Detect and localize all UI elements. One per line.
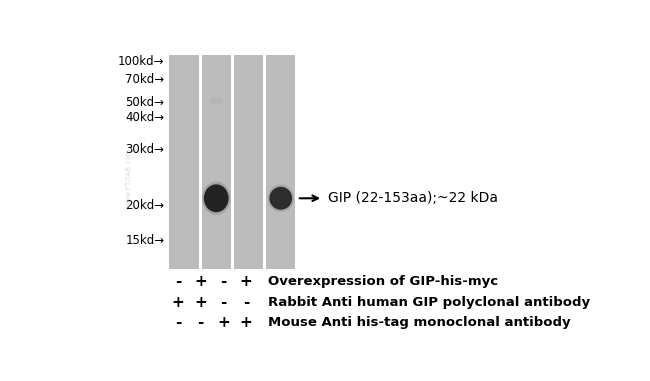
Bar — [170, 54, 295, 269]
Text: -: - — [198, 315, 204, 330]
Bar — [266, 54, 295, 269]
Text: 100kd→: 100kd→ — [118, 55, 164, 68]
Bar — [198, 54, 202, 269]
Text: -: - — [220, 295, 227, 310]
Ellipse shape — [268, 184, 294, 212]
Text: Rabbit Anti human GIP polyclonal antibody: Rabbit Anti human GIP polyclonal antibod… — [268, 296, 590, 309]
Bar — [263, 54, 266, 269]
Text: -: - — [220, 274, 227, 290]
Text: +: + — [172, 295, 185, 310]
Text: 70kd→: 70kd→ — [125, 73, 164, 86]
Text: Mouse Anti his-tag monoclonal antibody: Mouse Anti his-tag monoclonal antibody — [268, 317, 570, 330]
Text: -: - — [175, 274, 181, 290]
Bar — [234, 54, 263, 269]
Text: 30kd→: 30kd→ — [125, 143, 164, 156]
Text: +: + — [240, 274, 252, 290]
Text: 20kd→: 20kd→ — [125, 199, 164, 212]
Text: +: + — [218, 315, 230, 330]
Ellipse shape — [210, 98, 223, 105]
Text: 50kd→: 50kd→ — [125, 96, 164, 109]
Text: www.PTGAB.com: www.PTGAB.com — [126, 148, 132, 207]
Bar — [170, 54, 198, 269]
Text: 40kd→: 40kd→ — [125, 111, 164, 124]
Ellipse shape — [202, 182, 231, 215]
Text: GIP (22-153aa);~22 kDa: GIP (22-153aa);~22 kDa — [328, 191, 498, 205]
Text: -: - — [243, 295, 249, 310]
Bar — [231, 54, 234, 269]
Text: +: + — [194, 274, 207, 290]
Text: +: + — [194, 295, 207, 310]
Text: -: - — [175, 315, 181, 330]
Text: Overexpression of GIP-his-myc: Overexpression of GIP-his-myc — [268, 275, 498, 288]
Text: 15kd→: 15kd→ — [125, 234, 164, 247]
Text: +: + — [240, 315, 252, 330]
Ellipse shape — [269, 187, 292, 210]
Bar — [202, 54, 231, 269]
Ellipse shape — [204, 184, 229, 212]
